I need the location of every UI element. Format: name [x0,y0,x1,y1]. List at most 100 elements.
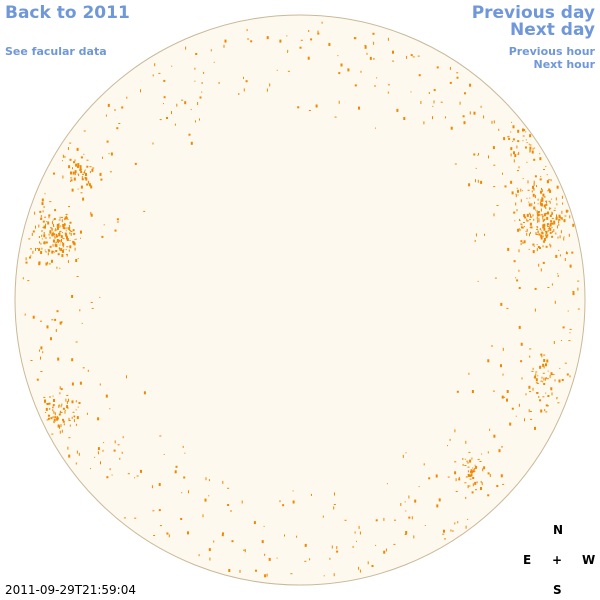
facular-point [38,261,41,265]
facular-point [199,118,200,121]
facular-point [532,243,535,246]
facular-point [537,375,539,377]
facular-point [239,569,241,573]
facular-point [536,226,538,228]
back-to-year-link[interactable]: Back to 2011 [5,3,130,23]
facular-point [52,416,54,419]
facular-point [473,470,476,472]
facular-point [136,475,139,477]
facular-point [550,220,553,223]
facular-point [195,120,196,123]
next-day-link[interactable]: Next day [510,20,595,40]
facular-point [228,569,231,572]
facular-point [52,406,54,409]
facular-point [65,253,68,255]
facular-point [483,466,486,470]
facular-point [436,504,439,508]
facular-point [559,254,561,257]
facular-point [400,503,402,506]
facular-point [41,238,43,240]
facular-point [540,190,542,194]
facular-point [100,461,101,465]
facular-point [560,217,563,220]
facular-point [328,43,331,46]
facular-point [549,227,552,231]
facular-point [477,179,479,183]
facular-point [40,320,42,322]
facular-point [517,129,520,133]
facular-point [568,233,570,237]
facular-point [114,229,117,232]
facular-point [43,241,46,245]
facular-point [70,232,72,236]
facular-point [393,543,396,545]
facular-point [108,153,110,155]
facular-point [152,142,154,145]
facular-point [561,379,564,381]
next-hour-link[interactable]: Next hour [533,58,596,71]
facular-point [48,414,50,416]
facular-point [27,280,30,282]
facular-point [529,149,531,153]
facular-point [322,515,324,518]
facular-point [61,321,63,324]
facular-point [522,140,524,142]
facular-point [518,269,520,272]
facular-point [524,418,525,422]
facular-point [545,200,547,204]
facular-point [501,395,504,399]
facular-point [134,477,136,479]
facular-point [48,263,51,265]
facular-point [534,287,537,290]
facular-point [543,240,546,243]
facular-point [55,250,58,252]
previous-hour-link[interactable]: Previous hour [508,45,595,58]
facular-point [474,481,477,485]
facular-point [467,466,470,468]
facular-point [62,407,65,410]
facular-point [64,232,67,235]
facular-point [69,142,72,144]
facular-point [32,315,35,319]
facular-point [539,365,542,369]
facular-point [244,549,246,553]
previous-day-link[interactable]: Previous day [471,3,595,23]
facular-point [75,341,78,343]
facular-point [84,170,86,174]
see-facular-data-link[interactable]: See facular data [5,45,107,58]
facular-point [71,382,74,386]
facular-point [57,424,60,428]
facular-point [86,165,89,168]
facular-point [502,483,505,485]
facular-point [56,239,59,242]
facular-point [45,241,48,244]
facular-point [547,395,550,397]
facular-point [176,103,178,107]
facular-point [364,45,367,47]
facular-point [48,233,50,236]
facular-point [528,385,531,389]
facular-point [81,322,83,324]
facular-point [556,185,559,189]
facular-point [510,153,512,157]
facular-point [62,160,63,162]
facular-point [227,504,230,506]
facular-point [86,183,89,186]
facular-point [515,202,517,206]
facular-point [547,287,550,288]
facular-point [537,203,539,205]
facular-point [548,200,551,202]
facular-point [376,77,378,79]
facular-point [311,493,312,496]
facular-point [547,405,549,407]
facular-point [166,532,169,535]
facular-point [481,453,483,455]
facular-point [517,153,519,155]
facular-point [47,221,50,225]
facular-point [468,451,471,453]
facular-point [539,157,542,161]
facular-point [454,522,456,525]
facular-point [75,462,77,465]
facular-point [563,237,565,241]
facular-point [276,69,278,71]
